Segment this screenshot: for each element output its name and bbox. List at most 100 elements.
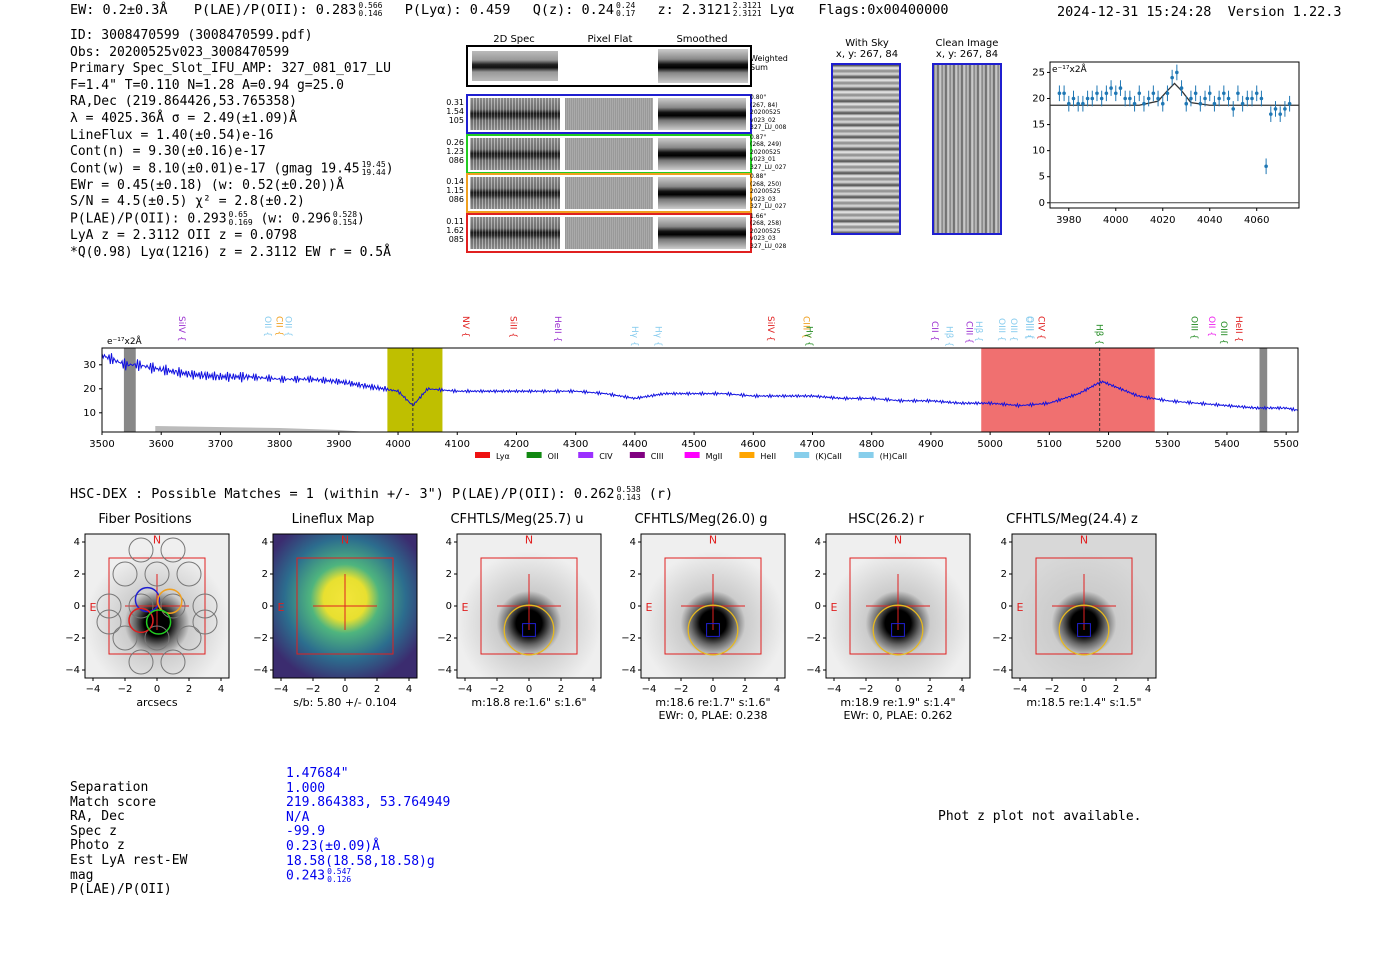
spec-x-tick-label: 4800 xyxy=(859,439,884,450)
spec-line-label: OII { xyxy=(1206,316,1216,337)
cutout-row-meta-line: (268, 249) xyxy=(750,141,782,148)
match-row: Spec z N/A xyxy=(70,810,570,839)
header-datetime: 2024-12-31 15:24:28 xyxy=(1057,4,1212,20)
info-contn: Cont(n) = 9.30(±0.16)e-17 xyxy=(70,144,266,160)
header-plae-lo: 0.146 xyxy=(358,9,383,18)
match-row: Match score 1.000 xyxy=(70,781,570,810)
thumb-x-tick-label: 4 xyxy=(959,684,965,695)
info-plae-w-lo: 0.154 xyxy=(332,218,358,228)
fiber-circle xyxy=(144,561,170,587)
search-box xyxy=(664,557,762,655)
with-sky-image xyxy=(831,63,901,235)
zoom-data-point xyxy=(1071,90,1076,107)
cutout-row-meta-line: 0.80" xyxy=(750,94,767,101)
fiber-circle xyxy=(128,593,154,619)
thumb-x-tick-label: −4 xyxy=(274,684,289,695)
zoom-data-point xyxy=(1142,95,1146,112)
thumb-y-tick-label: −4 xyxy=(437,665,452,676)
cutout-row-stat: 086 xyxy=(448,195,464,204)
thumb-caption: m:18.5 re:1.4" s:1.5" xyxy=(1026,696,1142,709)
cutout-row xyxy=(466,212,752,253)
north-label: N xyxy=(709,534,717,547)
cutout-pixelflat xyxy=(565,137,653,170)
fiber-circle xyxy=(176,561,202,587)
match-value: 0.243 0.547 0.126 xyxy=(286,868,351,884)
selected-fiber xyxy=(157,588,183,614)
zoom-data-point xyxy=(1217,90,1221,107)
thumb-y-tick-label: 2 xyxy=(74,569,80,580)
thumb-image: N E −4 −2 0 2 4 4 2 0 −2 −4 xyxy=(437,533,602,695)
east-label: E xyxy=(646,601,653,614)
cutout-row-meta: 0.87" (268, 249) 20200525 v023_01 327_LU_027 xyxy=(750,134,800,172)
north-label: N xyxy=(525,534,533,547)
match-row: Est LyA rest-EW 0.23(±0.09)Å xyxy=(70,839,570,868)
zoom-data-point xyxy=(1109,80,1113,96)
match-value: N/A xyxy=(286,810,309,825)
info-contw: Cont(w) = 8.10(±0.01)e-17 (gmag 19.45 19.… xyxy=(70,159,394,177)
aperture-ellipse xyxy=(503,604,555,656)
thumb-x-tick-label: 4 xyxy=(774,684,780,695)
zoom-line-plot: 3980 4000 4020 4040 4060 0 5 10 15 20 25 e⁻¹⁷x2Å xyxy=(1032,61,1300,226)
spec-line-label: OII { xyxy=(283,316,293,337)
match-row: Photo z -99.9 xyxy=(70,824,570,853)
cutout-row-meta-line: (268, 258) xyxy=(750,220,782,227)
thumb-x-tick-label: 0 xyxy=(1081,684,1087,695)
thumb-caption: m:18.8 re:1.6" s:1.6" xyxy=(471,696,587,709)
thumb-x-tick-label: −4 xyxy=(827,684,842,695)
spec-line-label: OIII { xyxy=(1188,316,1198,340)
spec-line-label: OIII { xyxy=(1008,318,1018,342)
spec-x-tick-label: 5000 xyxy=(977,439,1002,450)
spec-line-label: CIV { xyxy=(1036,316,1046,340)
zoom-plot-frame xyxy=(1049,61,1300,209)
spec-legend-label: Lyα xyxy=(496,452,510,461)
match-label: Separation xyxy=(70,780,149,795)
info-fparams: F=1.4" T=0.110 N=1.28 A=0.94 g=25.0 xyxy=(70,77,344,93)
spec-line-label: Hβ { xyxy=(973,321,983,342)
weighted-sum-label: Weighted Sum xyxy=(750,54,788,72)
thumb-caption: m:18.6 re:1.7" s:1.6" xyxy=(655,696,771,709)
cutout-row-meta-line: v023_03 xyxy=(750,195,776,203)
spec-legend-swatch xyxy=(629,452,645,458)
match-value: -99.9 xyxy=(286,824,325,839)
spec-unit-label: e⁻¹⁷x2Å xyxy=(107,335,143,347)
thumb-y-tick-label: 0 xyxy=(74,601,80,612)
info-contw-lo: 19.44 xyxy=(361,167,386,177)
spec-x-tick-label: 4700 xyxy=(800,439,825,450)
header-flags: Flags:0x00400000 xyxy=(818,2,949,18)
zoom-x-tick-label: 4040 xyxy=(1197,215,1222,226)
match-row: RA, Dec 219.864383, 53.764949 xyxy=(70,795,570,824)
cutout-row-stat: 1.15 xyxy=(446,186,464,195)
cutout-row-meta-line: 327_LU_028 xyxy=(750,242,787,250)
zoom-y-tick-label: 10 xyxy=(1032,146,1045,157)
zoom-data-point xyxy=(1259,90,1264,107)
weighted-sum-row xyxy=(466,45,752,87)
search-box xyxy=(849,557,947,655)
cutout-2dspec xyxy=(470,177,560,209)
thumb-caption: m:18.9 re:1.9" s:1.4" xyxy=(840,696,956,709)
thumb-panel: CFHTLS/Meg(24.4) z N E −4 −2 0 2 4 4 2 0 −2 −4 m:18.5… xyxy=(987,512,1157,722)
fiber-circle xyxy=(160,593,186,619)
hsc-summary: HSC-DEX : Possible Matches = 1 (within +… xyxy=(70,486,674,503)
thumb-x-tick-label: 2 xyxy=(742,684,748,695)
spec-line-label: Hγ { xyxy=(629,326,639,347)
spec-line-label: OII { xyxy=(262,316,272,337)
cutout-2dspec xyxy=(470,216,560,249)
zoom-data-point xyxy=(1240,95,1245,112)
thumb-y-tick-label: 2 xyxy=(262,569,268,580)
spec-x-tick-label: 3700 xyxy=(208,439,233,450)
search-box xyxy=(1035,557,1133,655)
zoom-data-point xyxy=(1287,95,1292,112)
zoom-data-point xyxy=(1250,90,1254,107)
thumb-caption-2: EWr: 0, PLAE: 0.262 xyxy=(843,709,953,722)
hsc-summary-band: (r) xyxy=(648,486,674,502)
cutout-row-stats: 0.31 1.54 105 xyxy=(440,98,464,125)
thumb-y-tick-label: 0 xyxy=(815,601,821,612)
cutout-smoothed xyxy=(658,98,746,130)
thumb-y-tick-label: −2 xyxy=(621,633,636,644)
cutout-row-stat: 105 xyxy=(448,116,464,125)
fiber-circle xyxy=(160,649,186,675)
match-row: P(LAE)/P(OII) 0.243 0.547 0.126 xyxy=(70,868,570,898)
thumb-x-tick-label: 0 xyxy=(710,684,716,695)
zoom-data-point xyxy=(1062,85,1066,102)
clean-image-xy: x, y: 267, 84 xyxy=(935,49,999,60)
